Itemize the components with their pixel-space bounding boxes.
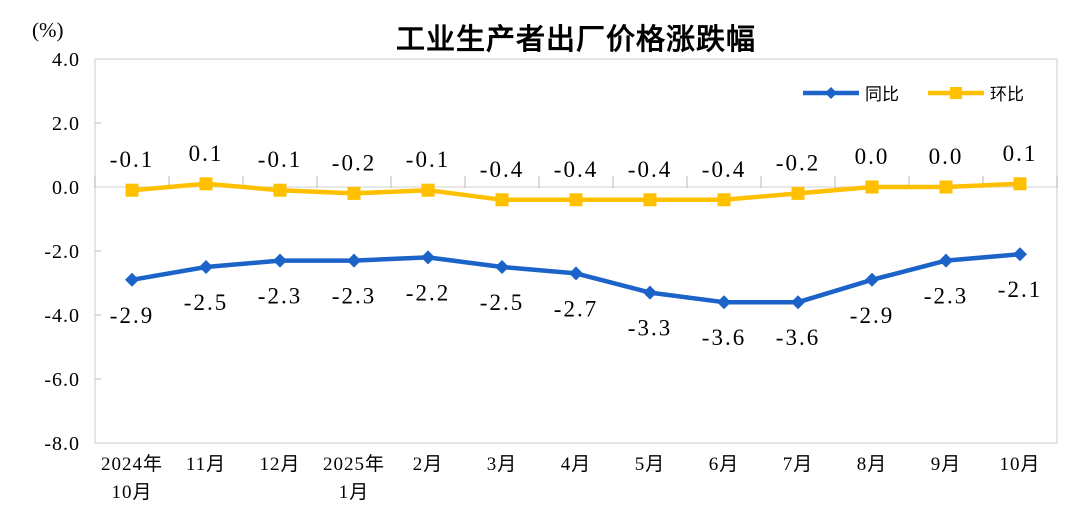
series-mom-data-label: -0.4 <box>554 157 598 182</box>
x-tick-label: 9月 <box>931 454 962 475</box>
x-tick-label: 12月 <box>259 454 300 475</box>
y-tick-label: 4.0 <box>52 49 80 71</box>
series-mom-marker <box>273 183 287 197</box>
y-tick-label: -4.0 <box>44 305 80 327</box>
series-yoy-marker <box>643 285 657 300</box>
series-mom-marker <box>495 193 509 207</box>
series-yoy-marker <box>347 253 361 268</box>
series-yoy-data-label: -2.5 <box>184 290 228 315</box>
y-tick-label: -8.0 <box>44 433 80 455</box>
series-mom-marker <box>199 177 213 191</box>
legend-item-mom: 环比 <box>927 80 1024 105</box>
series-yoy-marker <box>273 253 287 268</box>
x-tick-label: 11月 <box>186 454 226 475</box>
series-mom-marker <box>421 183 435 197</box>
series-yoy-data-label: -2.9 <box>110 303 154 328</box>
y-axis-unit-label: (%) <box>32 18 64 42</box>
series-yoy-marker <box>569 266 583 281</box>
series-yoy-data-label: -3.3 <box>628 316 672 341</box>
legend-label-mom: 环比 <box>990 85 1024 104</box>
series-mom-data-label: -0.1 <box>258 147 302 172</box>
series-mom-marker <box>1013 177 1027 191</box>
y-tick-label: 0.0 <box>52 177 80 199</box>
x-tick-label: 5月 <box>635 454 666 475</box>
x-tick-label: 10月 <box>111 482 152 503</box>
legend-mom-swatch-icon <box>928 86 984 99</box>
series-yoy-marker <box>125 272 139 287</box>
series-mom-data-label: -0.4 <box>628 157 672 182</box>
series-yoy-data-label: -2.2 <box>406 280 450 305</box>
y-tick-label: -2.0 <box>44 241 80 263</box>
series-yoy-data-label: -2.3 <box>258 284 302 309</box>
series-mom-data-label: -0.2 <box>332 150 376 175</box>
legend-label-yoy: 同比 <box>865 85 899 104</box>
x-tick-label: 4月 <box>561 454 592 475</box>
series-yoy-data-label: -3.6 <box>702 325 746 350</box>
x-tick-label: 2025年 <box>323 453 385 475</box>
x-tick-label: 7月 <box>783 454 814 475</box>
legend-item-yoy: 同比 <box>802 80 899 105</box>
series-yoy-marker <box>939 253 953 268</box>
series-yoy-marker <box>199 260 213 274</box>
series-yoy-marker <box>421 250 435 265</box>
series-mom-data-label: -0.2 <box>776 150 820 175</box>
series-mom-data-label: -0.1 <box>406 147 450 172</box>
series-yoy-data-label: -2.5 <box>480 290 524 315</box>
series-mom-marker <box>865 180 879 194</box>
legend-yoy-marker-icon <box>825 86 837 99</box>
x-tick-label: 1月 <box>339 482 370 503</box>
series-mom-marker <box>717 193 731 207</box>
x-tick-label: 2月 <box>413 454 444 475</box>
series-yoy-marker <box>717 295 731 310</box>
series-mom-marker <box>643 193 657 207</box>
y-tick-label: -6.0 <box>44 369 80 391</box>
series-mom-data-label: 0.0 <box>929 144 964 169</box>
x-tick-label: 3月 <box>487 454 518 475</box>
series-yoy-marker <box>791 295 805 310</box>
plot-border <box>94 58 1058 444</box>
series-mom-data-label: 0.1 <box>1003 141 1038 166</box>
series-mom-data-label: -0.4 <box>480 157 524 182</box>
series-yoy-data-label: -2.7 <box>554 296 598 321</box>
series-mom-marker <box>939 180 953 194</box>
legend: 同比 环比 <box>802 80 1024 105</box>
x-tick-label: 8月 <box>857 454 888 475</box>
series-yoy-data-label: -2.3 <box>332 284 376 309</box>
series-mom-marker <box>569 193 583 207</box>
legend-mom-marker-icon <box>950 86 962 99</box>
y-tick-label: 2.0 <box>52 113 80 135</box>
chart-title: 工业生产者出厂价格涨跌幅 <box>395 24 756 56</box>
series-mom-data-label: 0.1 <box>189 141 224 166</box>
x-tick-label: 2024年 <box>101 453 163 475</box>
series-yoy-marker <box>1013 247 1027 262</box>
series-yoy-data-label: -2.3 <box>924 284 968 309</box>
series-mom-data-label: -0.4 <box>702 157 746 182</box>
series-mom-marker <box>125 183 139 197</box>
x-tick-label: 10月 <box>999 454 1040 475</box>
legend-yoy-swatch-icon <box>803 86 859 99</box>
series-yoy-data-label: -3.6 <box>776 325 820 350</box>
x-tick-label: 6月 <box>709 454 740 475</box>
series-yoy-marker <box>865 272 879 287</box>
series-mom-marker <box>791 186 805 200</box>
series-mom-marker <box>347 186 361 200</box>
series-mom-data-label: -0.1 <box>110 147 154 172</box>
series-yoy-marker <box>495 260 509 274</box>
series-mom-data-label: 0.0 <box>855 144 890 169</box>
series-yoy-data-label: -2.1 <box>998 277 1042 302</box>
series-yoy-data-label: -2.9 <box>850 303 894 328</box>
